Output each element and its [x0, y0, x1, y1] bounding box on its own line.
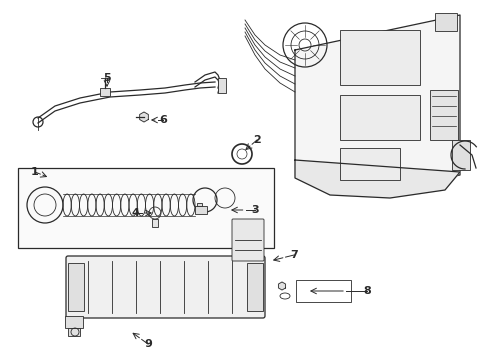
- Text: 3: 3: [251, 205, 259, 215]
- Polygon shape: [278, 282, 286, 290]
- FancyBboxPatch shape: [66, 256, 265, 318]
- Bar: [340, 30, 420, 85]
- Bar: [18, 168, 274, 248]
- Polygon shape: [140, 112, 148, 122]
- Bar: [65, 316, 83, 328]
- Bar: [218, 78, 226, 93]
- Polygon shape: [295, 15, 460, 190]
- Bar: [68, 263, 84, 311]
- Bar: [296, 280, 351, 302]
- Text: 9: 9: [144, 339, 152, 349]
- Text: 8: 8: [363, 286, 371, 296]
- Bar: [152, 219, 158, 227]
- Text: 6: 6: [159, 115, 167, 125]
- Bar: [435, 13, 457, 31]
- Bar: [197, 203, 202, 206]
- Text: 5: 5: [103, 73, 111, 83]
- Text: 1: 1: [31, 167, 39, 177]
- Bar: [452, 140, 470, 170]
- Bar: [195, 206, 207, 214]
- Bar: [340, 95, 420, 140]
- Text: 7: 7: [290, 250, 298, 260]
- Polygon shape: [295, 160, 460, 198]
- Bar: [430, 90, 458, 140]
- Text: 2: 2: [253, 135, 261, 145]
- FancyBboxPatch shape: [232, 219, 264, 261]
- Bar: [68, 328, 80, 336]
- Bar: [340, 148, 400, 180]
- Text: 4: 4: [131, 208, 139, 218]
- Bar: [100, 88, 110, 96]
- Bar: [247, 263, 263, 311]
